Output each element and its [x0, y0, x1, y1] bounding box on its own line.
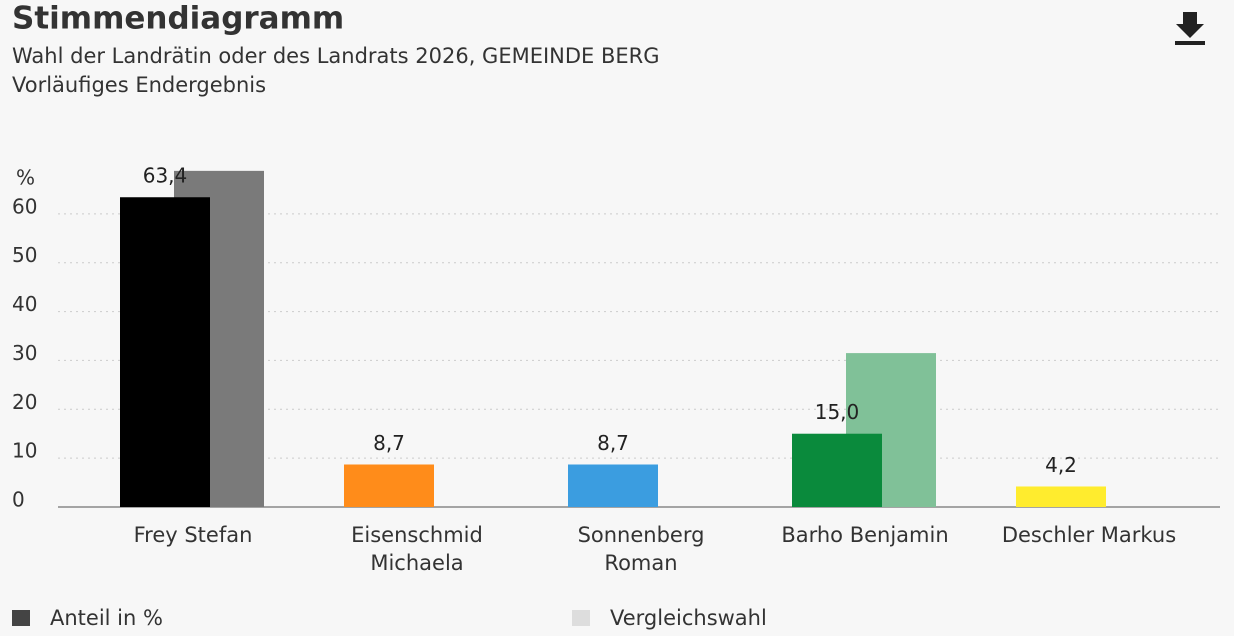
x-tick-label: Frey Stefan [134, 523, 253, 547]
x-tick-label: Barho Benjamin [781, 523, 948, 547]
y-tick-label: 60 [12, 194, 37, 218]
bar [568, 464, 658, 507]
bar [120, 197, 210, 507]
value-label: 4,2 [1045, 453, 1077, 477]
x-tick-label: Eisenschmid Michaela [351, 523, 483, 575]
y-tick-label: 30 [12, 341, 37, 365]
x-tick-label: Sonnenberg Roman [578, 523, 705, 575]
download-icon[interactable] [1175, 12, 1205, 45]
legend-swatch [572, 610, 590, 626]
y-tick-label: 20 [12, 390, 37, 414]
bar [344, 464, 434, 507]
chart-title: Stimmendiagramm [12, 1, 344, 37]
y-tick-label: 40 [12, 292, 37, 316]
y-tick-label: 10 [12, 439, 37, 463]
y-tick-label: 50 [12, 243, 37, 267]
x-tick-label: Deschler Markus [1002, 523, 1176, 547]
value-label: 8,7 [373, 431, 405, 455]
bar [792, 433, 882, 507]
legend-label: Vergleichswahl [610, 606, 767, 630]
y-tick-label: 0 [12, 488, 25, 512]
value-label: 63,4 [143, 164, 188, 188]
bar [1016, 486, 1106, 507]
legend-label: Anteil in % [50, 606, 163, 630]
y-axis-label: % [16, 166, 35, 190]
chart-subtitle: Vorläufiges Endergebnis [12, 73, 266, 97]
chart-subtitle: Wahl der Landrätin oder des Landrats 202… [12, 44, 660, 68]
value-label: 8,7 [597, 431, 629, 455]
value-label: 15,0 [815, 400, 860, 424]
legend-swatch [12, 610, 30, 626]
